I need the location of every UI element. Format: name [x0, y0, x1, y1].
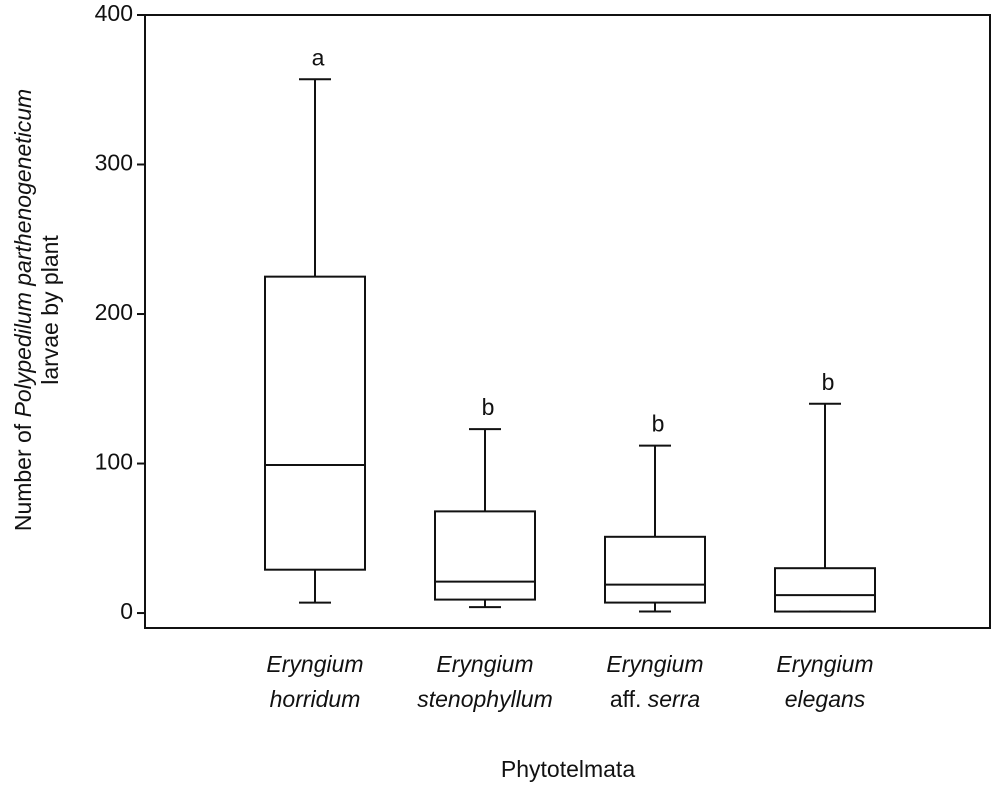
y-tick-label: 200 — [95, 299, 133, 325]
x-tick-label-line2: aff. serra — [610, 686, 700, 712]
x-tick-label-line2: stenophyllum — [417, 686, 553, 712]
epithet: elegans — [785, 686, 866, 712]
group-letter: a — [312, 44, 325, 70]
group-letter: b — [822, 369, 835, 395]
plot-frame — [144, 14, 991, 629]
group-letter: b — [482, 394, 495, 420]
x-tick-label: Eryngium — [776, 651, 873, 677]
y-tick-label: 100 — [95, 449, 133, 475]
x-tick-label-line2: horridum — [270, 686, 361, 712]
x-tick-label-line2: elegans — [785, 686, 866, 712]
box — [604, 535, 706, 604]
x-tick-label: Eryngium — [606, 651, 703, 677]
x-axis-label: Phytotelmata — [501, 756, 635, 782]
y-axis-label: Number of Polypedilum parthenogeneticum — [10, 89, 36, 531]
epithet: horridum — [270, 686, 361, 712]
box — [264, 275, 366, 571]
box — [434, 510, 536, 601]
epithet: serra — [648, 686, 700, 712]
epithet: stenophyllum — [417, 686, 553, 712]
box — [774, 567, 876, 613]
y-tick-label: 400 — [95, 0, 133, 26]
y-axis-label-line2: larvae by plant — [37, 235, 63, 385]
y-tick-label: 300 — [95, 150, 133, 176]
y-label-part: Number of — [10, 417, 36, 531]
group-letter: b — [652, 411, 665, 437]
x-tick-label: Eryngium — [436, 651, 533, 677]
y-label-species: Polypedilum parthenogeneticum — [10, 89, 36, 418]
qualifier: aff. — [610, 686, 642, 712]
y-tick-label: 0 — [120, 598, 133, 624]
x-tick-label: Eryngium — [266, 651, 363, 677]
